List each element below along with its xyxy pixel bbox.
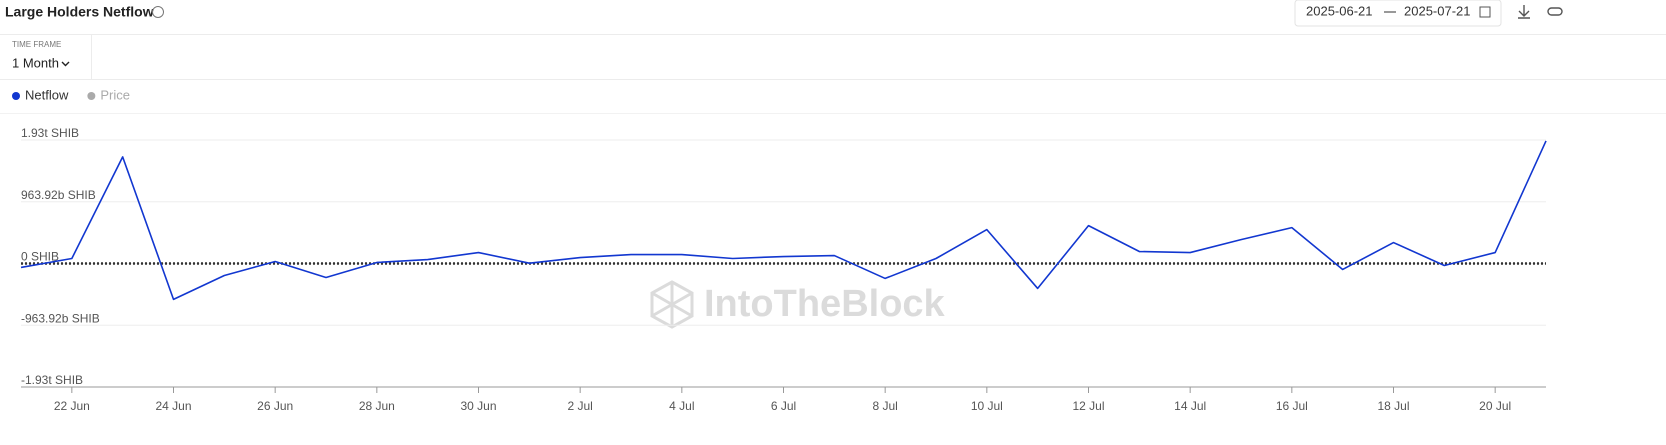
x-tick-label: 4 Jul bbox=[669, 399, 694, 413]
time-frame[interactable]: 1 Month bbox=[12, 55, 59, 70]
y-tick-label: -1.93t SHIB bbox=[21, 373, 83, 387]
y-tick-label: 963.92b SHIB bbox=[21, 188, 96, 202]
line bbox=[20, 140, 1547, 301]
x-tick-label: 6 Jul bbox=[771, 399, 796, 413]
calendar-icon[interactable] bbox=[1479, 6, 1491, 18]
legend-label: Price bbox=[100, 87, 130, 102]
link-icon[interactable] bbox=[1547, 7, 1563, 16]
watermark-text: IntoTheBlock bbox=[704, 283, 946, 325]
x-tick-label: 12 Jul bbox=[1072, 399, 1104, 413]
y-tick-label: 1.93t SHIB bbox=[21, 126, 79, 140]
x-tick-label: 30 Jun bbox=[460, 399, 496, 413]
help-icon[interactable] bbox=[152, 6, 164, 18]
x-tick-label: 16 Jul bbox=[1276, 399, 1308, 413]
x-tick-label: 24 Jun bbox=[155, 399, 191, 413]
x-tick-label: 8 Jul bbox=[872, 399, 897, 413]
date-range[interactable] bbox=[1294, 0, 1502, 27]
x-tick-label: 14 Jul bbox=[1174, 399, 1206, 413]
x-tick-label: 20 Jul bbox=[1479, 399, 1511, 413]
legend-marker bbox=[12, 92, 20, 100]
download-icon[interactable] bbox=[1518, 5, 1530, 19]
x-tick-label: 26 Jun bbox=[257, 399, 293, 413]
legend-label: Netflow bbox=[25, 87, 69, 102]
legend-marker bbox=[87, 92, 96, 100]
y-tick-label: 0 SHIB bbox=[21, 250, 59, 264]
x-tick-label: 10 Jul bbox=[971, 399, 1003, 413]
dropdown-icon[interactable] bbox=[61, 61, 70, 67]
y-tick-label: -963.92b SHIB bbox=[21, 311, 100, 325]
watermark: IntoTheBlock bbox=[650, 280, 946, 329]
x-tick-label: 28 Jun bbox=[359, 399, 395, 413]
x-tick-label: 2 Jul bbox=[567, 399, 592, 413]
x-tick-label: 18 Jul bbox=[1377, 399, 1409, 413]
title: Large Holders Netflow bbox=[5, 4, 154, 20]
date-to: 2025-07-21 bbox=[1404, 3, 1471, 18]
time-frame-label: TIME FRAME bbox=[12, 40, 61, 49]
date-from: 2025-06-21 bbox=[1306, 3, 1373, 18]
x-tick-label: 22 Jun bbox=[54, 399, 90, 413]
